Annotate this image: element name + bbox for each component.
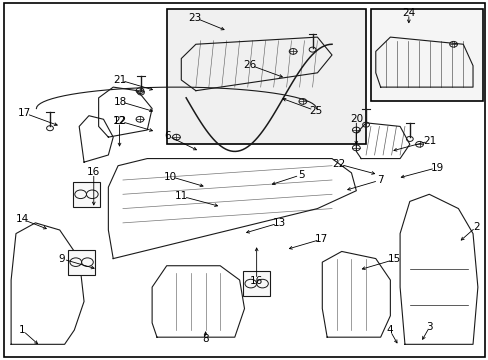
Text: 11: 11 [175,191,188,201]
Text: 13: 13 [272,218,285,228]
Text: 16: 16 [87,167,100,176]
Text: 19: 19 [430,163,443,173]
Bar [243,271,269,296]
Bar [68,249,95,275]
Text: 17: 17 [18,108,31,118]
Text: 4: 4 [386,325,392,335]
Text: 9: 9 [58,254,65,264]
Text: 1: 1 [19,325,25,335]
Text: 6: 6 [164,131,170,140]
Text: 21: 21 [423,136,436,146]
Text: 22: 22 [331,159,345,169]
Text: 7: 7 [376,175,383,185]
Text: 20: 20 [349,114,362,124]
Text: 10: 10 [163,172,177,181]
Text: 22: 22 [113,116,126,126]
Text: 3: 3 [426,322,432,332]
Text: 18: 18 [113,96,126,107]
Text: 25: 25 [308,106,322,116]
Text: 23: 23 [188,13,202,23]
Text: 5: 5 [297,170,304,180]
Text: 12: 12 [113,116,126,126]
Text: 17: 17 [315,234,328,244]
Text: 26: 26 [243,60,256,70]
Text: 8: 8 [202,334,208,344]
Bar [370,9,482,102]
Text: 2: 2 [472,222,479,231]
Text: 16: 16 [249,276,263,286]
Bar [166,9,366,144]
Text: 24: 24 [402,8,415,18]
Bar [73,182,100,207]
Text: 15: 15 [387,255,401,265]
Text: 21: 21 [113,75,126,85]
Text: 14: 14 [16,215,29,224]
